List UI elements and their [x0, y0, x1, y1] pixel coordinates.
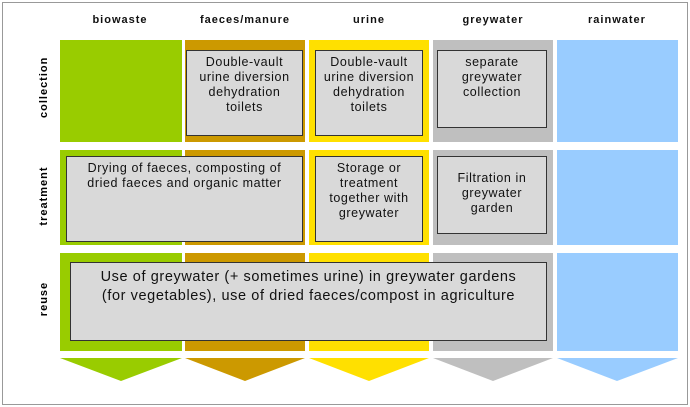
column-header: greywater [462, 14, 524, 26]
arrow [557, 358, 678, 381]
column-header: biowaste [92, 14, 148, 26]
box: Use of greywater (+ sometimes urine) in … [70, 262, 547, 341]
arrow [185, 358, 305, 381]
column-header: urine [353, 14, 385, 26]
box: separate greywater collection [437, 50, 547, 128]
cell [557, 253, 678, 351]
box: Filtration in greywater garden [437, 156, 547, 234]
row-label: reuse [38, 281, 50, 317]
arrow [309, 358, 429, 381]
arrow [60, 358, 182, 381]
box: Double-vault urine diversion dehydration… [315, 50, 423, 136]
box: Drying of faeces, composting of dried fa… [66, 156, 303, 242]
column-header: faeces/manure [199, 14, 291, 26]
row-label: collection [38, 56, 50, 118]
column-header: rainwater [588, 14, 646, 26]
cell [60, 40, 182, 142]
cell [557, 150, 678, 245]
box: Storage or treatment together with greyw… [315, 156, 423, 242]
cell [557, 40, 678, 142]
row-label: treatment [38, 166, 50, 226]
arrow [433, 358, 553, 381]
box: Double-vault urine diversion dehydration… [186, 50, 303, 136]
